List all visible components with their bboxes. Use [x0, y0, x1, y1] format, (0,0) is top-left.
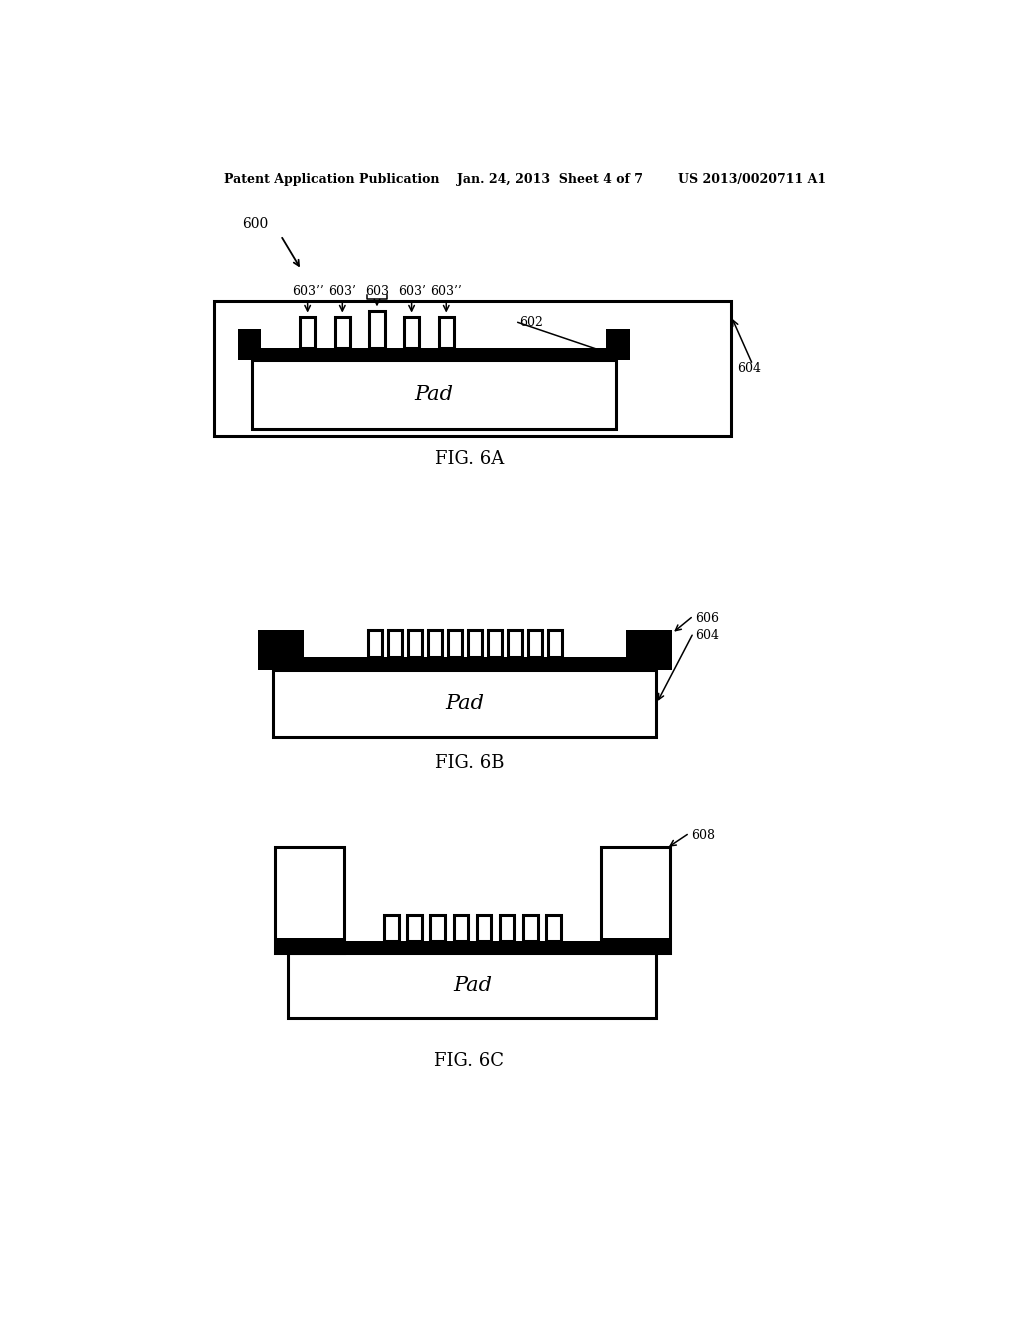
- Bar: [601, 847, 671, 953]
- Bar: [214, 301, 731, 436]
- Bar: [430, 915, 445, 941]
- Bar: [438, 317, 454, 348]
- Bar: [548, 630, 562, 657]
- Bar: [447, 630, 462, 657]
- Text: Pad: Pad: [415, 385, 454, 404]
- Text: 606: 606: [695, 611, 719, 624]
- Bar: [528, 630, 542, 657]
- Text: 603’’: 603’’: [430, 285, 462, 298]
- Text: 603’’: 603’’: [292, 285, 324, 298]
- Bar: [626, 630, 672, 669]
- Bar: [523, 915, 538, 941]
- Bar: [546, 915, 560, 941]
- Bar: [403, 317, 419, 348]
- Bar: [500, 915, 514, 941]
- Bar: [388, 630, 401, 657]
- Bar: [408, 630, 422, 657]
- Bar: [258, 630, 304, 669]
- Bar: [258, 657, 672, 669]
- Text: 600: 600: [242, 216, 268, 231]
- Bar: [477, 915, 492, 941]
- Text: Patent Application Publication    Jan. 24, 2013  Sheet 4 of 7        US 2013/002: Patent Application Publication Jan. 24, …: [223, 173, 826, 186]
- Bar: [300, 317, 315, 348]
- Bar: [239, 348, 630, 360]
- Text: 603’: 603’: [397, 285, 426, 298]
- Bar: [274, 847, 344, 953]
- Bar: [626, 630, 672, 669]
- Bar: [274, 941, 671, 953]
- Bar: [487, 630, 502, 657]
- Text: 604: 604: [695, 628, 719, 642]
- Bar: [274, 937, 344, 953]
- Bar: [274, 941, 671, 953]
- Text: 602: 602: [519, 315, 544, 329]
- Bar: [368, 630, 382, 657]
- Text: Pad: Pad: [453, 977, 492, 995]
- Bar: [428, 630, 441, 657]
- Bar: [601, 937, 671, 953]
- Text: FIG. 6C: FIG. 6C: [434, 1052, 505, 1069]
- Bar: [252, 360, 615, 429]
- Bar: [239, 330, 261, 360]
- Text: Pad: Pad: [445, 694, 484, 713]
- Text: 603’: 603’: [329, 285, 356, 298]
- Bar: [239, 330, 261, 360]
- Bar: [274, 941, 671, 953]
- Bar: [273, 669, 656, 738]
- Text: FIG. 6A: FIG. 6A: [435, 450, 504, 467]
- Bar: [408, 915, 422, 941]
- Bar: [335, 317, 350, 348]
- Text: 603: 603: [365, 285, 389, 298]
- Bar: [606, 330, 630, 360]
- Bar: [239, 348, 630, 360]
- Bar: [258, 630, 304, 669]
- Bar: [384, 915, 399, 941]
- Bar: [370, 312, 385, 348]
- Bar: [601, 937, 671, 953]
- Bar: [454, 915, 468, 941]
- Text: FIG. 6B: FIG. 6B: [434, 754, 504, 772]
- Bar: [274, 937, 344, 953]
- Bar: [289, 953, 656, 1019]
- Bar: [508, 630, 521, 657]
- Text: 604: 604: [737, 362, 761, 375]
- Bar: [258, 657, 672, 669]
- Bar: [468, 630, 481, 657]
- Bar: [606, 330, 630, 360]
- Text: 608: 608: [691, 829, 715, 842]
